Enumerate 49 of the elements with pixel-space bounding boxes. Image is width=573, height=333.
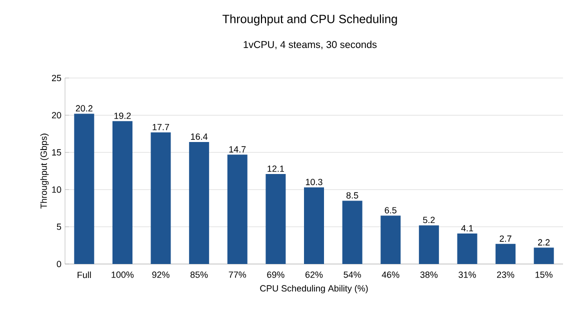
x-tick-label: 85%: [190, 272, 208, 278]
x-tick-label: 23%: [497, 272, 514, 278]
data-label: 16.4: [191, 133, 208, 140]
bar: [150, 132, 171, 264]
x-tick-label: 62%: [305, 272, 323, 278]
data-label: 12.1: [268, 166, 284, 172]
x-tick-label: 69%: [267, 272, 284, 278]
y-tick-label: 10: [52, 186, 62, 193]
x-axis-title: CPU Scheduling Ability (%): [260, 284, 368, 294]
y-tick-label: 0: [56, 260, 62, 268]
x-tick-label: 100%: [112, 272, 134, 278]
y-tick-label: 15: [52, 149, 62, 156]
bar: [380, 216, 401, 264]
data-label: 14.7: [229, 146, 246, 152]
bar: [266, 174, 286, 264]
x-tick-label: 92%: [152, 272, 170, 278]
data-label: 4.1: [461, 225, 474, 232]
bar: [342, 200, 362, 264]
bar: [304, 187, 324, 264]
x-tick-label: Full: [78, 272, 91, 278]
x-tick-label: 38%: [420, 272, 438, 278]
bar: [227, 154, 248, 264]
y-tick-label: 5: [56, 224, 62, 230]
data-label: 20.2: [76, 105, 92, 112]
data-label: 8.5: [346, 192, 358, 199]
y-axis-title: Throughput (Gbps): [40, 134, 49, 209]
x-tick-label: 77%: [228, 272, 246, 278]
data-label: 5.2: [423, 216, 435, 224]
y-tick-label: 20: [52, 112, 62, 118]
bar: [74, 114, 94, 264]
data-label: 10.3: [306, 178, 322, 186]
x-tick-label: 46%: [382, 272, 400, 278]
data-label: 17.7: [152, 124, 170, 130]
bar: [189, 142, 210, 264]
data-label: 2.2: [538, 239, 550, 246]
bar: [112, 121, 132, 264]
x-tick-label: 31%: [458, 272, 476, 278]
x-tick-label: 15%: [536, 272, 553, 278]
bar: [418, 225, 439, 264]
chart-title: Throughput and CPU Scheduling: [222, 14, 397, 26]
bar: [534, 248, 554, 264]
data-label: 2.7: [500, 235, 512, 242]
data-label: 6.5: [384, 207, 396, 214]
y-tick-label: 25: [52, 74, 62, 82]
x-tick-label: 54%: [344, 272, 361, 278]
bar: [496, 244, 516, 264]
bar: [457, 233, 478, 264]
data-label: 19.2: [114, 112, 131, 119]
chart-subtitle: 1vCPU, 4 steams, 30 seconds: [244, 40, 377, 50]
